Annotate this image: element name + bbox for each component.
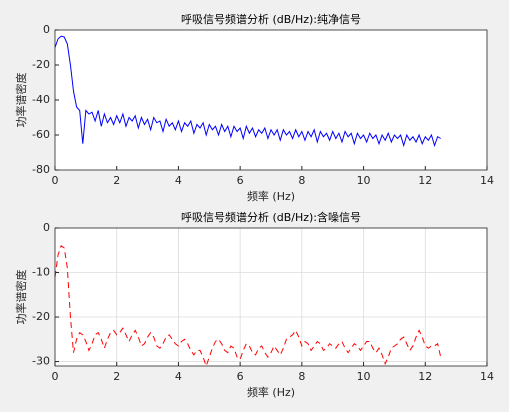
x-tick-label: 2 <box>113 174 120 187</box>
x-tick-label: 4 <box>175 370 182 383</box>
x-tick-label: 10 <box>357 174 371 187</box>
axes-box <box>54 227 488 367</box>
x-tick-label: 8 <box>298 370 305 383</box>
y-tick-label: -30 <box>32 355 50 368</box>
y-axis-label: 功率谱密度 <box>14 270 28 325</box>
x-tick-label: 14 <box>480 174 494 187</box>
x-tick-label: 4 <box>175 174 182 187</box>
x-tick-label: 8 <box>298 174 305 187</box>
y-axis-label: 功率谱密度 <box>14 73 28 128</box>
chart-title: 呼吸信号频谱分析 (dB/Hz):含噪信号 <box>181 210 361 224</box>
x-tick-label: 14 <box>480 370 494 383</box>
x-tick-label: 6 <box>237 174 244 187</box>
y-tick-label: -20 <box>32 58 50 71</box>
x-tick-label: 12 <box>418 174 432 187</box>
y-tick-label: 0 <box>43 221 50 234</box>
y-tick-label: -60 <box>32 128 50 141</box>
x-tick-label: 2 <box>113 370 120 383</box>
chart-title: 呼吸信号频谱分析 (dB/Hz):纯净信号 <box>181 12 361 26</box>
spectrum-line <box>54 245 442 368</box>
spectrum-line <box>54 35 441 148</box>
y-tick-label: -10 <box>32 266 50 279</box>
y-tick-label: -80 <box>32 163 50 176</box>
axes-box <box>54 29 488 171</box>
x-axis-label: 频率 (Hz) <box>247 385 295 399</box>
x-tick-label: 6 <box>237 370 244 383</box>
y-tick-label: -40 <box>32 93 50 106</box>
axes-background <box>55 30 487 170</box>
x-tick-label: 0 <box>52 174 59 187</box>
x-tick-label: 12 <box>418 370 432 383</box>
y-tick-label: 0 <box>43 23 50 36</box>
x-axis-label: 频率 (Hz) <box>247 189 295 203</box>
axes-background <box>55 228 487 366</box>
x-tick-label: 0 <box>52 370 59 383</box>
y-tick-label: -20 <box>32 310 50 323</box>
x-tick-label: 10 <box>357 370 371 383</box>
